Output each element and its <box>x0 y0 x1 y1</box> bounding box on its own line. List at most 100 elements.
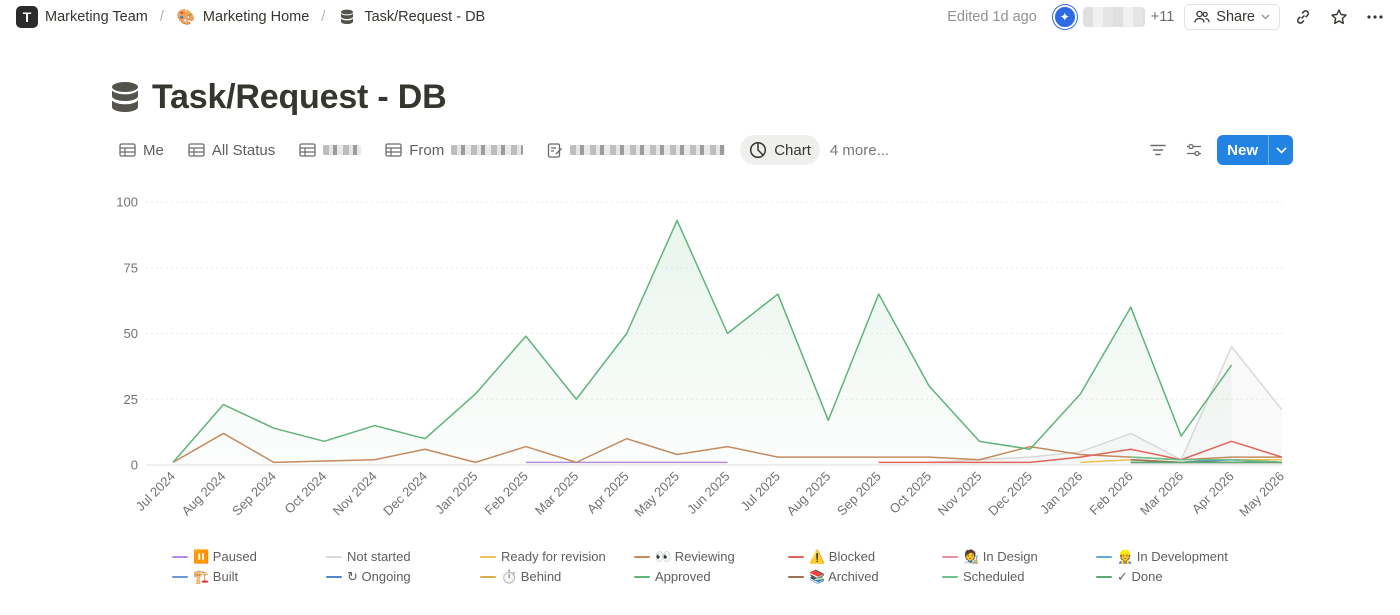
legend-item[interactable]: ⏸️ Paused <box>172 548 326 565</box>
legend-label: Approved <box>655 569 711 584</box>
legend-swatch <box>326 575 342 578</box>
blurred-label <box>570 145 726 155</box>
legend-swatch <box>788 575 804 578</box>
legend-item[interactable]: 🧑‍🎨 In Design <box>942 548 1096 565</box>
x-tick-label: Mar 2026 <box>1137 469 1186 518</box>
x-tick-label: Jan 2026 <box>1037 469 1085 517</box>
tab-blurred-2[interactable] <box>538 136 734 164</box>
y-tick-label: 75 <box>124 260 138 275</box>
legend-swatch <box>942 575 958 578</box>
legend-label: Ready for revision <box>501 549 606 564</box>
table-icon <box>119 143 136 157</box>
y-tick-label: 25 <box>124 392 138 407</box>
legend-swatch <box>326 555 342 558</box>
page-title[interactable]: Task/Request - DB <box>152 78 447 116</box>
table-icon <box>385 143 402 157</box>
legend-swatch <box>634 575 650 578</box>
x-tick-label: Jul 2024 <box>133 469 178 514</box>
link-icon[interactable] <box>1290 4 1316 30</box>
page-title-row: Task/Request - DB <box>110 78 447 117</box>
x-tick-label: Dec 2025 <box>985 469 1035 519</box>
legend-item[interactable]: 🏗️ Built <box>172 568 326 585</box>
share-label: Share <box>1216 9 1255 25</box>
x-tick-label: Sep 2025 <box>834 469 884 519</box>
legend-item[interactable]: ✓ Done <box>1096 568 1250 585</box>
legend-label: 📚 Archived <box>809 568 879 584</box>
series-line[interactable] <box>172 432 1282 464</box>
legend-item[interactable]: ⏱️ Behind <box>480 568 634 585</box>
legend-label: ✓ Done <box>1117 568 1163 584</box>
breadcrumb-workspace-label: Marketing Team <box>45 9 148 25</box>
pie-chart-icon <box>750 141 767 159</box>
top-bar: T Marketing Team / 🎨 Marketing Home / Ta… <box>0 0 1400 34</box>
legend-item[interactable]: ⚠️ Blocked <box>788 548 942 565</box>
table-icon <box>299 143 316 157</box>
view-tabs: Me All Status From Chart 4 more... <box>110 133 893 167</box>
legend-item[interactable]: 👀 Reviewing <box>634 548 788 565</box>
series-line[interactable] <box>878 440 1283 464</box>
legend-swatch <box>480 555 496 558</box>
top-right-tools: Edited 1d ago ✦ +11 Share <box>947 0 1388 34</box>
tab-chart-label: Chart <box>774 141 811 159</box>
x-tick-label: May 2026 <box>1236 469 1287 520</box>
share-button[interactable]: Share <box>1184 4 1280 30</box>
tab-chart[interactable]: Chart <box>740 135 820 165</box>
blurred-label <box>323 145 362 155</box>
breadcrumb-workspace[interactable]: T Marketing Team <box>12 4 152 30</box>
chart-legend: ⏸️ Paused Not started Ready for revision 👀 … <box>172 548 1312 585</box>
breadcrumb-separator: / <box>321 9 326 25</box>
x-tick-label: Mar 2025 <box>532 469 581 518</box>
x-tick-label: Oct 2025 <box>886 469 934 517</box>
breadcrumb-current[interactable]: Task/Request - DB <box>333 5 489 29</box>
legend-item[interactable]: Not started <box>326 548 480 565</box>
more-views-button[interactable]: 4 more... <box>829 141 890 159</box>
breadcrumb-parent[interactable]: 🎨 Marketing Home <box>172 5 313 29</box>
legend-item[interactable]: Ready for revision <box>480 548 634 565</box>
y-tick-label: 100 <box>116 195 138 210</box>
legend-label: 🧑‍🎨 In Design <box>963 548 1038 564</box>
filter-icon[interactable] <box>1145 137 1171 163</box>
more-options-icon[interactable] <box>1362 4 1388 30</box>
breadcrumb: T Marketing Team / 🎨 Marketing Home / Ta… <box>12 4 489 30</box>
legend-swatch <box>788 555 804 558</box>
y-tick-label: 50 <box>124 326 138 341</box>
breadcrumb-separator: / <box>159 9 164 25</box>
series-area <box>173 220 1232 465</box>
tab-from[interactable]: From <box>376 136 532 165</box>
x-tick-label: Dec 2024 <box>380 469 430 519</box>
legend-label: 👀 Reviewing <box>655 548 735 564</box>
tab-me[interactable]: Me <box>110 136 173 165</box>
legend-item[interactable]: Scheduled <box>942 568 1096 585</box>
x-tick-label: Nov 2025 <box>935 469 985 519</box>
avatar[interactable]: ✦ <box>1052 5 1077 29</box>
x-tick-label: Apr 2025 <box>584 469 632 517</box>
chevron-down-icon[interactable] <box>1268 135 1293 165</box>
legend-item[interactable]: ↻ Ongoing <box>326 568 480 585</box>
legend-label: ⏸️ Paused <box>193 548 257 564</box>
x-tick-label: Nov 2024 <box>330 469 380 519</box>
legend-item[interactable]: 📚 Archived <box>788 568 942 585</box>
series-line[interactable] <box>172 219 1233 463</box>
collaborator-avatars[interactable]: ✦ +11 <box>1052 5 1174 29</box>
legend-item[interactable]: Approved <box>634 568 788 585</box>
star-icon[interactable] <box>1326 4 1352 30</box>
x-tick-label: Jul 2025 <box>738 469 783 514</box>
view-toolbar: New <box>1145 135 1293 165</box>
new-button-label[interactable]: New <box>1227 141 1258 159</box>
legend-label: 🏗️ Built <box>193 568 239 584</box>
legend-label: ⚠️ Blocked <box>809 548 876 564</box>
legend-label: Not started <box>347 549 411 564</box>
series-line[interactable] <box>929 345 1283 464</box>
legend-swatch <box>172 555 188 558</box>
settings-sliders-icon[interactable] <box>1181 137 1207 163</box>
chevron-down-icon <box>1261 14 1270 20</box>
tab-all-status[interactable]: All Status <box>179 136 284 165</box>
series-line[interactable] <box>1130 456 1283 464</box>
legend-item[interactable]: 👷 In Development <box>1096 548 1250 565</box>
new-button[interactable]: New <box>1217 135 1293 165</box>
tab-from-label: From <box>409 141 445 159</box>
tab-blurred-1[interactable] <box>290 137 370 163</box>
breadcrumb-current-label: Task/Request - DB <box>364 9 486 25</box>
x-tick-label: Sep 2024 <box>229 469 279 519</box>
x-tick-label: Aug 2024 <box>179 469 229 519</box>
